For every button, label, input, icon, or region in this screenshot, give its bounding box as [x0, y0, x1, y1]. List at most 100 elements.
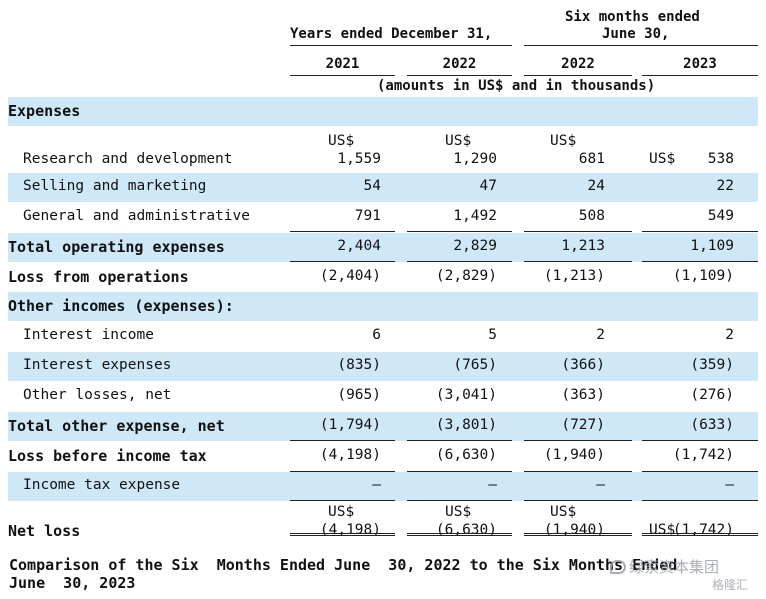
chat-bubble-icon [610, 560, 626, 574]
table-row: Net loss US$ (4,198) US$ (6,630) US$ (1,940) US… [8, 498, 758, 542]
value-cell: 5 [488, 327, 497, 343]
table-row: Interest expenses (835) (765) (366) (359) [8, 352, 758, 381]
value-cell: (1,940) [543, 447, 605, 463]
watermark-text: 绿索资本集团 [629, 558, 720, 576]
value-cell: (835) [337, 357, 381, 373]
row-label: Interest income [23, 327, 154, 343]
value-cell: (727) [561, 417, 605, 433]
value-cell: (4,198) [319, 522, 381, 538]
row-label: Interest expenses [23, 357, 172, 373]
column-header-2021: 2021 [325, 56, 360, 72]
row-label: Research and development [23, 151, 233, 167]
row-label: Other incomes (expenses): [8, 297, 234, 315]
table-row: Income tax expense — — — — [8, 472, 758, 501]
subtotal-rule [407, 500, 512, 501]
subtotal-rule [407, 231, 512, 232]
value-cell: 24 [587, 178, 605, 194]
subtotal-rule [524, 261, 632, 262]
total-double-rule [407, 533, 512, 536]
column-header-2022: 2022 [442, 56, 477, 72]
table-row: Other losses, net (965) (3,041) (363) (276) [8, 382, 758, 411]
tax-top-rule [642, 471, 758, 472]
value-cell: 47 [479, 178, 497, 194]
currency-symbol: US$ [328, 504, 355, 520]
subtotal-rule [524, 440, 632, 441]
subtotal-rule [407, 261, 512, 262]
table-row: Total operating expenses 2,404 2,829 1,213 1… [8, 233, 758, 262]
year-rule-2022 [407, 75, 512, 76]
row-label: Loss before income tax [8, 447, 207, 465]
subtotal-rule [290, 231, 395, 232]
value-cell: 538 [707, 151, 734, 167]
six-months-rule [524, 45, 758, 46]
subtotal-rule [290, 500, 395, 501]
table-row: Loss before income tax (4,198) (6,630) (1,9… [8, 442, 758, 471]
six-months-header-line1: Six months ended [565, 9, 700, 25]
currency-symbol: US$ [649, 151, 676, 167]
value-cell: — [725, 477, 734, 493]
total-double-rule [642, 533, 758, 536]
value-cell: 1,559 [337, 151, 381, 167]
value-cell: (359) [690, 357, 734, 373]
currency-symbol: US$ [445, 504, 472, 520]
value-cell: (3,041) [435, 387, 497, 403]
years-ended-rule [290, 45, 512, 46]
value-cell: 54 [363, 178, 381, 194]
value-cell: 549 [707, 208, 734, 224]
table-row: Loss from operations (2,404) (2,829) (1,213… [8, 263, 758, 292]
table-row: Selling and marketing 54 47 24 22 [8, 173, 758, 202]
table-row: Interest income 6 5 2 2 [8, 322, 758, 351]
column-header-2022-six-months: 2022 [561, 56, 595, 72]
currency-symbol: US$ [649, 522, 676, 538]
value-cell: — [488, 477, 497, 493]
watermark-logo: 绿索资本集团 [610, 556, 719, 577]
value-cell: (6,630) [435, 522, 497, 538]
years-ended-header: Years ended December 31, [290, 26, 493, 42]
value-cell: (363) [561, 387, 605, 403]
value-cell: (366) [561, 357, 605, 373]
total-double-rule [524, 533, 632, 536]
value-cell: 681 [578, 151, 605, 167]
currency-symbol: US$ [550, 504, 577, 520]
row-label: Expenses [8, 102, 81, 120]
column-header-2023-six-months: 2023 [683, 56, 717, 72]
table-row: Total other expense, net (1,794) (3,801) (7… [8, 412, 758, 441]
value-cell: (965) [337, 387, 381, 403]
table-row: Research and development US$ 1,559 US$ 1,290… [8, 127, 758, 171]
units-note: (amounts in US$ and in thousands) [377, 78, 656, 94]
row-label: Income tax expense [23, 477, 181, 493]
value-cell: 1,492 [453, 208, 497, 224]
table-row: General and administrative 791 1,492 508 549 [8, 203, 758, 232]
watermark-secondary: 格隆汇 [712, 578, 749, 592]
subtotal-rule [524, 500, 632, 501]
total-double-rule [290, 533, 395, 536]
year-rule-2023-six [642, 75, 758, 76]
currency-symbol: US$ [550, 133, 577, 149]
subtotal-rule [290, 440, 395, 441]
value-cell: 2,829 [453, 238, 497, 254]
value-cell: 2,404 [337, 238, 381, 254]
value-cell: 6 [372, 327, 381, 343]
currency-symbol: US$ [445, 133, 472, 149]
subtotal-rule [642, 261, 758, 262]
subtotal-rule [642, 500, 758, 501]
value-cell: 1,290 [453, 151, 497, 167]
subtotal-rule [407, 440, 512, 441]
value-cell: (276) [690, 387, 734, 403]
value-cell: — [596, 477, 605, 493]
six-months-header-line2: June 30, [602, 26, 670, 42]
subtotal-rule [642, 231, 758, 232]
tax-top-rule [290, 471, 395, 472]
value-cell: 1,213 [561, 238, 605, 254]
row-label: Loss from operations [8, 268, 189, 286]
section-caption: Comparison of the Six Months Ended June … [9, 556, 678, 592]
row-label: Net loss [8, 522, 81, 540]
subtotal-rule [642, 440, 758, 441]
value-cell: (633) [690, 417, 734, 433]
value-cell: 791 [354, 208, 381, 224]
tax-top-rule [407, 471, 512, 472]
row-label: Other losses, net [23, 387, 172, 403]
table-row: Other incomes (expenses): [8, 292, 758, 321]
subtotal-rule [524, 231, 632, 232]
